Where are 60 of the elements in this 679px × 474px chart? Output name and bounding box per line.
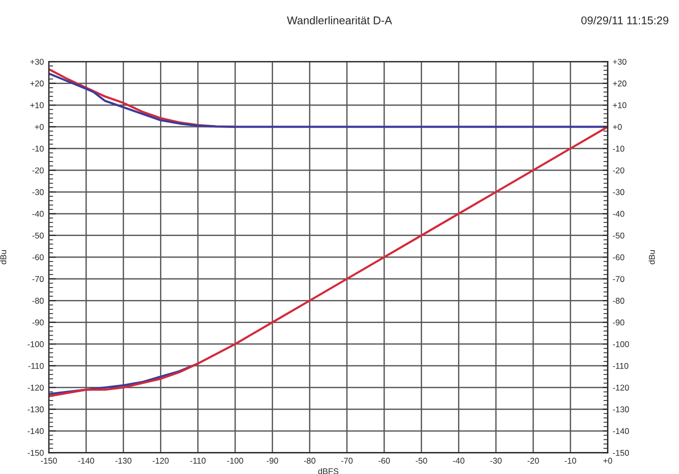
x-tick-label: -50	[416, 458, 428, 464]
x-axis-title: dBFS	[318, 468, 338, 474]
y-tick-label: -50	[32, 232, 44, 239]
y-tick-label: -80	[32, 298, 44, 304]
y2-tick-label: -100	[612, 341, 629, 348]
y-tick-label: -150	[28, 450, 44, 456]
x-tick-label: +0	[603, 458, 612, 464]
x-tick-label: -20	[528, 458, 539, 464]
y-axis-title: dBu	[0, 250, 6, 264]
x-tick-label: -100	[227, 458, 244, 464]
x-tick-label: -10	[564, 458, 576, 464]
y-tick-label: -40	[32, 210, 44, 217]
y-tick-label: -60	[32, 254, 44, 260]
x-tick-label: -140	[78, 458, 94, 464]
y-tick-label: +10	[30, 102, 44, 108]
x-tick-label: -130	[115, 458, 132, 464]
y-tick-label: -70	[32, 276, 44, 282]
y-tick-label: +30	[30, 58, 44, 65]
x-tick-label: -30	[490, 458, 502, 464]
y2-tick-label: -70	[612, 276, 624, 282]
y2-tick-label: -140	[612, 428, 629, 434]
y2-axis-title: dBu	[648, 250, 655, 264]
y2-tick-label: -20	[612, 167, 624, 174]
y-tick-label: -30	[32, 189, 44, 196]
y2-tick-label: +20	[612, 80, 626, 86]
y2-tick-label: -130	[612, 406, 629, 412]
y-tick-label: +0	[34, 124, 44, 130]
y-tick-label: -20	[32, 167, 44, 174]
y2-tick-label: -50	[612, 232, 624, 239]
y-tick-label: -110	[28, 362, 44, 369]
y-tick-label: +20	[30, 80, 44, 86]
x-tick-label: -80	[304, 458, 316, 464]
y2-tick-label: -150	[612, 450, 629, 456]
x-tick-label: -70	[341, 458, 353, 464]
x-tick-label: -110	[190, 458, 206, 464]
y2-tick-label: -30	[612, 189, 624, 196]
y2-tick-label: -40	[612, 210, 624, 217]
y-tick-label: -10	[32, 146, 44, 152]
y-tick-label: -100	[28, 341, 44, 348]
y2-tick-label: +30	[612, 58, 626, 65]
y-tick-label: -120	[28, 384, 44, 391]
y2-tick-label: -60	[612, 254, 624, 260]
x-tick-label: -150	[40, 458, 57, 464]
x-tick-label: -120	[152, 458, 169, 464]
y2-tick-label: -10	[612, 146, 624, 152]
x-tick-label: -60	[378, 458, 390, 464]
y2-tick-label: -90	[612, 320, 624, 326]
y2-tick-label: +10	[612, 102, 626, 108]
y-tick-label: -90	[32, 320, 44, 326]
chart-title: Wandlerlinearität D-A	[286, 16, 392, 24]
y2-tick-label: -120	[612, 384, 629, 391]
y-tick-label: -140	[28, 428, 44, 434]
line-series	[48, 126, 608, 398]
text: 09/29/11 11:15:29	[581, 16, 668, 24]
y2-tick-label: -80	[612, 298, 624, 304]
y2-tick-label: +0	[612, 124, 622, 130]
y-tick-label: -130	[28, 406, 44, 412]
y2-tick-label: -110	[612, 362, 628, 369]
x-tick-label: -40	[453, 458, 464, 464]
x-tick-label: -90	[266, 458, 278, 464]
